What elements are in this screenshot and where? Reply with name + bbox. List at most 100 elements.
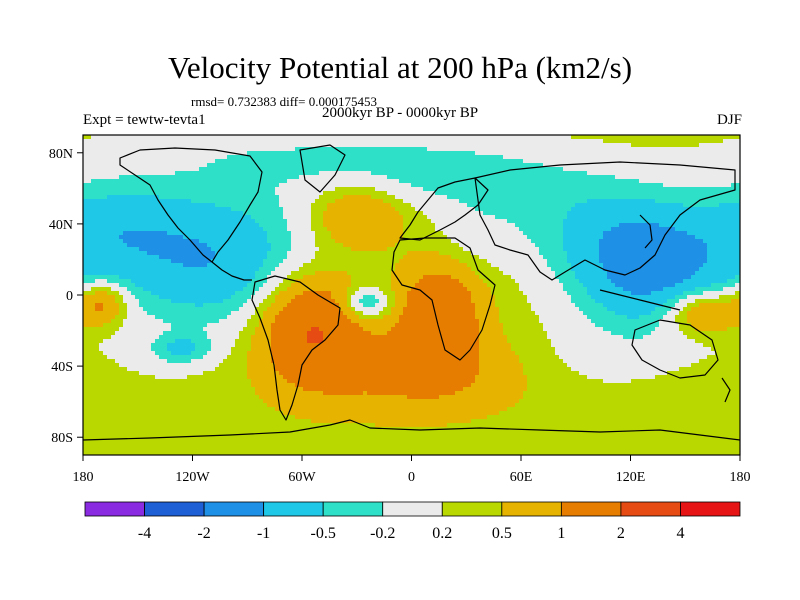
field-cell: [135, 147, 140, 152]
field-cell: [107, 203, 112, 208]
field-cell: [435, 183, 440, 188]
field-cell: [615, 187, 620, 192]
field-cell: [583, 163, 588, 168]
field-cell: [575, 235, 580, 240]
field-cell: [299, 223, 304, 228]
field-cell: [715, 191, 720, 196]
field-cell: [195, 227, 200, 232]
field-cell: [467, 195, 472, 200]
field-cell: [699, 227, 704, 232]
field-cell: [591, 187, 596, 192]
field-cell: [555, 247, 560, 252]
field-cell: [179, 183, 184, 188]
field-cell: [115, 155, 120, 160]
field-cell: [87, 135, 92, 140]
field-cell: [475, 187, 480, 192]
field-cell: [659, 151, 664, 156]
field-cell: [719, 175, 724, 180]
field-cell: [187, 243, 192, 248]
field-cell: [291, 199, 296, 204]
field-cell: [227, 243, 232, 248]
field-cell: [271, 187, 276, 192]
field-cell: [703, 223, 708, 228]
field-cell: [111, 187, 116, 192]
field-cell: [271, 231, 276, 236]
field-cell: [211, 215, 216, 220]
field-cell: [687, 219, 692, 224]
field-cell: [343, 179, 348, 184]
field-cell: [307, 211, 312, 216]
field-cell: [683, 211, 688, 216]
field-cell: [435, 199, 440, 204]
field-cell: [275, 219, 280, 224]
field-cell: [615, 179, 620, 184]
field-cell: [439, 211, 444, 216]
field-cell: [455, 251, 460, 256]
field-cell: [439, 215, 444, 220]
field-cell: [491, 167, 496, 172]
field-cell: [559, 179, 564, 184]
field-cell: [659, 139, 664, 144]
field-cell: [159, 231, 164, 236]
field-cell: [103, 239, 108, 244]
field-cell: [95, 167, 100, 172]
field-cell: [211, 171, 216, 176]
field-cell: [231, 227, 236, 232]
field-cell: [359, 207, 364, 212]
field-cell: [667, 243, 672, 248]
field-cell: [579, 143, 584, 148]
field-cell: [711, 147, 716, 152]
field-cell: [691, 223, 696, 228]
field-cell: [207, 163, 212, 168]
field-cell: [531, 151, 536, 156]
field-cell: [351, 231, 356, 236]
field-cell: [647, 155, 652, 160]
field-cell: [211, 187, 216, 192]
field-cell: [575, 227, 580, 232]
field-cell: [243, 251, 248, 256]
field-cell: [527, 147, 532, 152]
field-cell: [459, 143, 464, 148]
field-cell: [719, 199, 724, 204]
field-cell: [643, 251, 648, 256]
field-cell: [531, 183, 536, 188]
field-cell: [443, 147, 448, 152]
field-cell: [83, 171, 88, 176]
field-cell: [659, 167, 664, 172]
field-cell: [219, 175, 224, 180]
field-cell: [615, 243, 620, 248]
field-cell: [263, 207, 268, 212]
field-cell: [299, 215, 304, 220]
field-cell: [235, 215, 240, 220]
field-cell: [455, 143, 460, 148]
field-cell: [543, 143, 548, 148]
field-cell: [559, 159, 564, 164]
field-cell: [183, 211, 188, 216]
field-cell: [599, 215, 604, 220]
field-cell: [311, 207, 316, 212]
field-cell: [283, 243, 288, 248]
field-cell: [687, 175, 692, 180]
field-cell: [439, 207, 444, 212]
field-cell: [323, 251, 328, 256]
field-cell: [379, 179, 384, 184]
field-cell: [527, 199, 532, 204]
field-cell: [127, 251, 132, 256]
field-cell: [527, 139, 532, 144]
field-cell: [515, 215, 520, 220]
field-cell: [435, 231, 440, 236]
field-cell: [435, 247, 440, 252]
field-cell: [703, 195, 708, 200]
field-cell: [311, 219, 316, 224]
field-cell: [247, 147, 252, 152]
field-cell: [483, 135, 488, 140]
field-cell: [563, 147, 568, 152]
field-cell: [311, 179, 316, 184]
field-cell: [243, 155, 248, 160]
field-cell: [675, 231, 680, 236]
field-cell: [435, 219, 440, 224]
field-cell: [227, 231, 232, 236]
field-cell: [619, 243, 624, 248]
field-cell: [671, 251, 676, 256]
field-cell: [619, 143, 624, 148]
